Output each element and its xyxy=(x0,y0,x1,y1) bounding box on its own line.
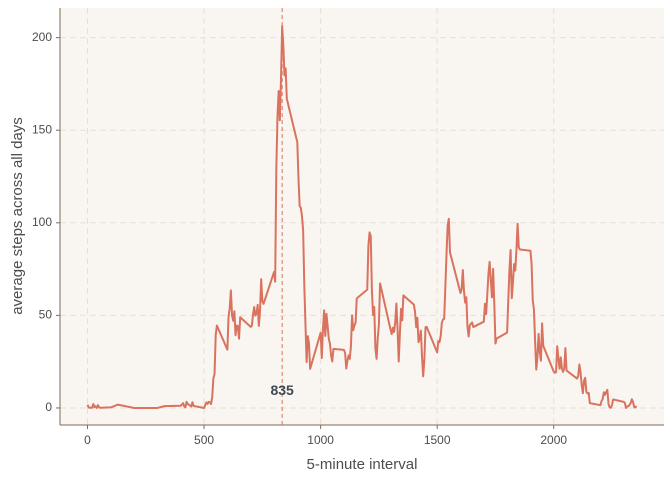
y-axis-title: average steps across all days xyxy=(9,117,26,315)
x-tick-label: 1500 xyxy=(424,433,451,447)
series-line xyxy=(86,25,638,409)
x-axis-title: 5-minute interval xyxy=(307,456,418,473)
y-tick-label: 0 xyxy=(45,400,52,414)
plot-background xyxy=(60,8,664,425)
y-tick-label: 150 xyxy=(32,122,52,136)
x-tick-label: 500 xyxy=(194,433,214,447)
y-tick-label: 100 xyxy=(32,215,52,229)
x-tick-label: 2000 xyxy=(540,433,567,447)
annotation-label: 835 xyxy=(270,382,294,398)
y-tick-label: 50 xyxy=(39,308,53,322)
x-tick-label: 1000 xyxy=(307,433,334,447)
x-tick-label: 0 xyxy=(84,433,91,447)
y-tick-label: 200 xyxy=(32,30,52,44)
